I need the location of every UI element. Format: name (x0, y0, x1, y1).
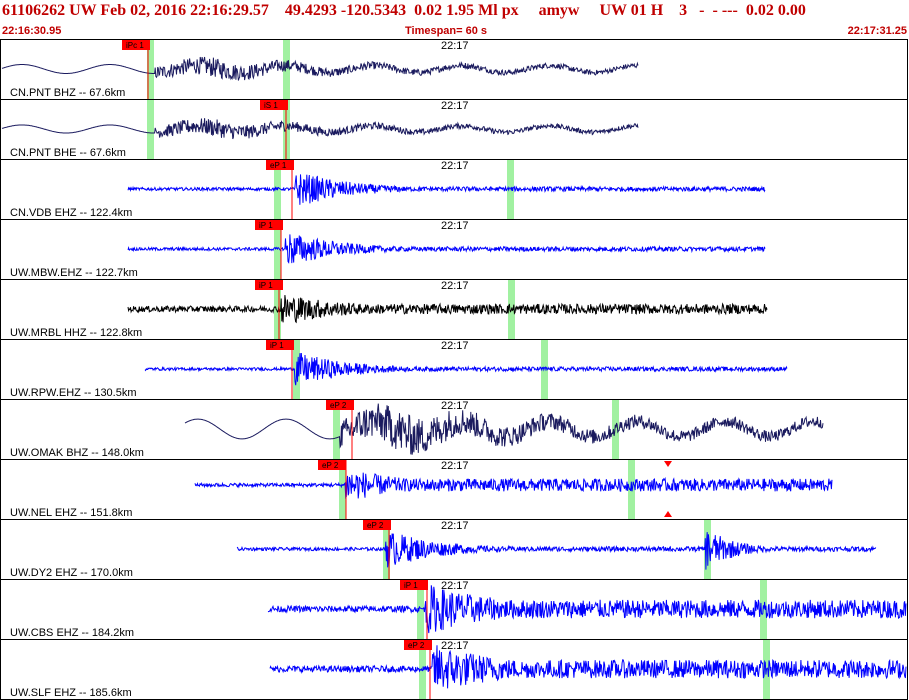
end-time-label: 22:17:31.25 (847, 25, 907, 37)
phase-pick-flag[interactable]: iP 1 (400, 580, 428, 639)
channel-label: CN.VDB EHZ -- 122.4km (10, 207, 132, 219)
pick-window-band (147, 40, 154, 99)
channel-label: UW.CBS EHZ -- 184.2km (10, 627, 134, 639)
pick-flag-box[interactable] (122, 40, 150, 50)
trace-panel[interactable]: eP 2 22:17 UW.SLF EHZ -- 185.6km (0, 639, 908, 700)
trace-panel[interactable]: eP 1 22:17 CN.VDB EHZ -- 122.4km (0, 159, 908, 220)
waveform-trace (194, 472, 833, 499)
phase-pick-flag[interactable]: eP 2 (326, 400, 354, 459)
phase-pick-flag[interactable]: eP 2 (404, 640, 432, 699)
minute-tick-label: 22:17 (441, 400, 469, 412)
minute-tick-label: 22:17 (441, 40, 469, 52)
trace-panel[interactable]: eP 2 22:17 UW.NEL EHZ -- 151.8km (0, 459, 908, 520)
phase-pick-flag[interactable]: eP 2 (363, 520, 391, 579)
phase-pick-flag[interactable]: iP 1 (255, 220, 283, 279)
waveform-trace (144, 352, 788, 386)
minute-tick-label: 22:17 (441, 580, 469, 592)
minute-tick-label: 22:17 (441, 220, 469, 232)
phase-pick-flag[interactable]: eP 1 (266, 160, 294, 219)
minute-tick-label: 22:17 (441, 520, 469, 532)
pick-window-band (333, 400, 340, 459)
pick-flag-box[interactable] (255, 280, 283, 290)
pick-window-band (507, 160, 514, 219)
pick-flag-box[interactable] (404, 640, 432, 650)
channel-label: CN.PNT BHE -- 67.6km (10, 147, 126, 159)
pick-window-band (612, 400, 619, 459)
phase-pick-flag[interactable]: iP 1 (266, 340, 294, 399)
channel-label: UW.SLF EHZ -- 185.6km (10, 687, 132, 699)
channel-label: UW.RPW.EHZ -- 130.5km (10, 387, 137, 399)
trace-panel[interactable]: iP 1 22:17 UW.MRBL HHZ -- 122.8km (0, 279, 908, 340)
trace-panel[interactable]: eP 2 22:17 UW.DY2 EHZ -- 170.0km (0, 519, 908, 580)
minute-tick-label: 22:17 (441, 340, 469, 352)
channel-label: UW.MRBL HHZ -- 122.8km (10, 327, 142, 339)
trace-panel[interactable]: iP 1 22:17 UW.CBS EHZ -- 184.2km (0, 579, 908, 640)
minute-tick-label: 22:17 (441, 460, 469, 472)
trace-panel[interactable]: eP 2 22:17 UW.OMAK BHZ -- 148.0km (0, 399, 908, 460)
pick-flag-label: iPc 1 (126, 41, 144, 50)
channel-label: UW.MBW.EHZ -- 122.7km (10, 267, 138, 279)
waveform-trace (269, 645, 907, 689)
pick-flag-box[interactable] (318, 460, 346, 470)
channel-label: UW.DY2 EHZ -- 170.0km (10, 567, 133, 579)
seismogram-canvas[interactable]: iPc 1 22:17 CN.PNT BHZ -- 67.6km iS 1 22:17 C… (0, 39, 909, 700)
pick-window-band (147, 100, 154, 159)
pick-window-band (283, 40, 290, 99)
waveform-trace (1, 56, 639, 81)
minute-tick-label: 22:17 (441, 160, 469, 172)
waveform-trace (184, 403, 824, 455)
trace-panel[interactable]: iS 1 22:17 CN.PNT BHE -- 67.6km (0, 99, 908, 160)
phase-pick-flag[interactable]: iP 1 (255, 280, 283, 339)
channel-label: UW.NEL EHZ -- 151.8km (10, 507, 132, 519)
event-header: 61106262 UW Feb 02, 2016 22:16:29.57 49.… (0, 0, 909, 39)
pick-window-band (274, 280, 281, 339)
start-time-label: 22:16:30.95 (2, 25, 62, 37)
amplitude-marker-down (664, 461, 672, 467)
pick-flag-box[interactable] (260, 100, 288, 110)
pick-flag-box[interactable] (400, 580, 428, 590)
event-summary-title: 61106262 UW Feb 02, 2016 22:16:29.57 49.… (2, 2, 806, 19)
pick-flag-label: iP 1 (259, 281, 273, 290)
minute-tick-label: 22:17 (441, 100, 469, 112)
pick-flag-label: eP 1 (270, 161, 287, 170)
trace-panel[interactable]: iP 1 22:17 UW.MBW.EHZ -- 122.7km (0, 219, 908, 280)
pick-flag-label: iP 1 (259, 221, 273, 230)
pick-window-band (541, 340, 548, 399)
waveform-trace (1, 118, 639, 140)
pick-flag-label: eP 2 (408, 641, 425, 650)
trace-panel[interactable]: iP 1 22:17 UW.RPW.EHZ -- 130.5km (0, 339, 908, 400)
pick-flag-label: eP 2 (367, 521, 384, 530)
amplitude-marker-up (664, 511, 672, 517)
channel-label: UW.OMAK BHZ -- 148.0km (10, 447, 144, 459)
timespan-label: Timespan= 60 s (405, 25, 488, 37)
pick-flag-label: eP 2 (322, 461, 339, 470)
minute-tick-label: 22:17 (441, 280, 469, 292)
pick-flag-label: iP 1 (404, 581, 418, 590)
pick-flag-box[interactable] (266, 340, 294, 350)
waveform-trace (127, 174, 766, 205)
seismogram-panel-stack[interactable]: iPc 1 22:17 CN.PNT BHZ -- 67.6km iS 1 22:17 C… (0, 39, 909, 700)
pick-window-band (417, 580, 424, 639)
waveform-trace (236, 532, 877, 570)
pick-flag-box[interactable] (326, 400, 354, 410)
minute-tick-label: 22:17 (441, 640, 469, 652)
phase-pick-flag[interactable]: eP 2 (318, 460, 347, 519)
phase-pick-flag[interactable]: iS 1 (260, 100, 288, 159)
waveform-trace (267, 585, 907, 634)
phase-pick-flag[interactable]: iPc 1 (122, 40, 150, 99)
waveform-trace (127, 234, 766, 264)
pick-window-band (339, 460, 346, 519)
waveform-trace (127, 295, 768, 324)
pick-flag-box[interactable] (255, 220, 283, 230)
pick-flag-label: iS 1 (264, 101, 278, 110)
pick-flag-box[interactable] (266, 160, 294, 170)
pick-flag-label: iP 1 (270, 341, 284, 350)
channel-label: CN.PNT BHZ -- 67.6km (10, 87, 125, 99)
pick-flag-box[interactable] (363, 520, 391, 530)
trace-panel[interactable]: iPc 1 22:17 CN.PNT BHZ -- 67.6km (0, 39, 908, 100)
pick-flag-label: eP 2 (330, 401, 347, 410)
